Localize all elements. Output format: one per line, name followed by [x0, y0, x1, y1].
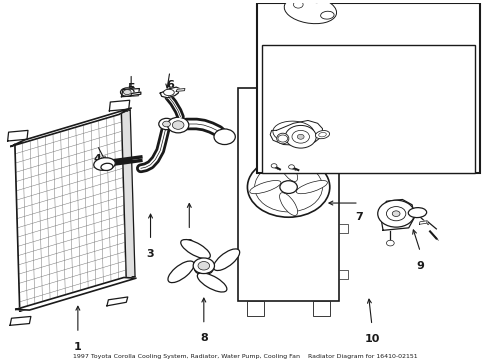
- Ellipse shape: [280, 159, 297, 181]
- Circle shape: [292, 130, 309, 143]
- Polygon shape: [381, 199, 415, 230]
- Ellipse shape: [318, 132, 326, 137]
- Circle shape: [297, 134, 304, 139]
- Ellipse shape: [320, 11, 334, 19]
- Polygon shape: [176, 89, 185, 91]
- Bar: [262, 45, 475, 173]
- Circle shape: [280, 181, 297, 193]
- Circle shape: [214, 129, 235, 145]
- Circle shape: [172, 121, 184, 129]
- Ellipse shape: [214, 249, 240, 270]
- Circle shape: [387, 207, 406, 221]
- Circle shape: [387, 240, 394, 246]
- Ellipse shape: [164, 89, 174, 96]
- Polygon shape: [11, 108, 131, 146]
- Text: 2: 2: [185, 239, 193, 249]
- Text: 10: 10: [364, 334, 380, 344]
- Text: 6: 6: [166, 80, 174, 90]
- Circle shape: [193, 258, 215, 274]
- Ellipse shape: [181, 239, 210, 259]
- Text: 5: 5: [127, 82, 135, 93]
- Polygon shape: [8, 130, 28, 141]
- Circle shape: [392, 211, 400, 216]
- Text: 3: 3: [147, 249, 154, 259]
- Circle shape: [168, 117, 189, 133]
- Polygon shape: [15, 113, 126, 311]
- Circle shape: [271, 164, 277, 168]
- Bar: [257, 3, 480, 173]
- Ellipse shape: [250, 180, 281, 194]
- Circle shape: [198, 261, 210, 270]
- Ellipse shape: [195, 264, 213, 275]
- Bar: [340, 270, 348, 279]
- Polygon shape: [419, 221, 427, 224]
- Text: 1997 Toyota Corolla Cooling System, Radiator, Water Pump, Cooling Fan    Radiato: 1997 Toyota Corolla Cooling System, Radi…: [73, 354, 417, 359]
- Circle shape: [163, 121, 171, 127]
- Polygon shape: [109, 100, 130, 111]
- Ellipse shape: [197, 273, 227, 292]
- Circle shape: [247, 157, 330, 217]
- Text: 9: 9: [416, 261, 424, 271]
- Bar: [247, 301, 265, 316]
- Circle shape: [294, 1, 303, 8]
- Polygon shape: [16, 278, 136, 310]
- Circle shape: [285, 125, 316, 148]
- Bar: [340, 161, 348, 169]
- Ellipse shape: [408, 208, 427, 217]
- Bar: [313, 301, 330, 316]
- Polygon shape: [107, 297, 128, 306]
- Circle shape: [278, 135, 288, 142]
- Circle shape: [159, 118, 174, 130]
- Ellipse shape: [168, 261, 194, 283]
- Circle shape: [289, 165, 294, 169]
- Text: 4: 4: [93, 154, 101, 164]
- Circle shape: [378, 200, 415, 227]
- Polygon shape: [20, 276, 135, 311]
- Ellipse shape: [273, 121, 314, 143]
- Ellipse shape: [296, 180, 327, 194]
- Bar: [340, 224, 348, 233]
- Text: 7: 7: [355, 212, 363, 222]
- Polygon shape: [10, 316, 31, 325]
- Polygon shape: [270, 121, 322, 145]
- Ellipse shape: [123, 90, 131, 95]
- Circle shape: [313, 0, 320, 3]
- Ellipse shape: [277, 133, 289, 144]
- Ellipse shape: [284, 0, 337, 24]
- Text: 8: 8: [200, 333, 208, 343]
- Ellipse shape: [101, 163, 113, 171]
- Bar: [340, 114, 348, 123]
- Polygon shape: [122, 110, 135, 279]
- Polygon shape: [122, 89, 139, 97]
- Polygon shape: [131, 92, 141, 96]
- Bar: [238, 88, 340, 301]
- Circle shape: [255, 162, 322, 212]
- Ellipse shape: [121, 88, 134, 96]
- Polygon shape: [15, 110, 130, 145]
- Ellipse shape: [280, 193, 297, 216]
- Text: 1: 1: [74, 342, 82, 352]
- Polygon shape: [160, 87, 180, 98]
- Ellipse shape: [316, 131, 330, 139]
- Ellipse shape: [94, 158, 115, 170]
